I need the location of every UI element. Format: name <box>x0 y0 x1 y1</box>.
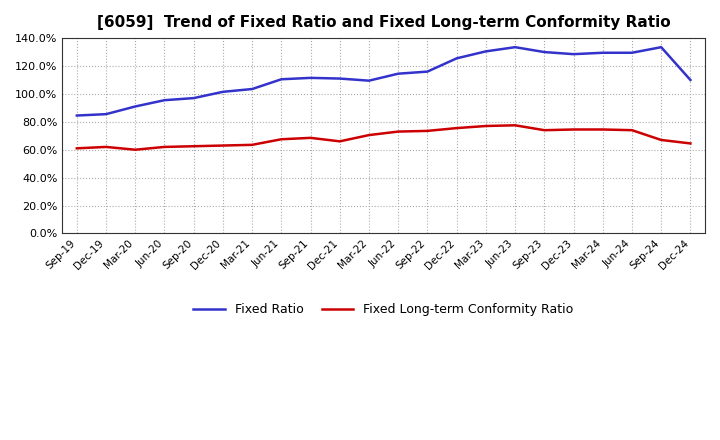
Fixed Ratio <box>73 113 81 118</box>
Fixed Ratio <box>160 98 168 103</box>
Fixed Ratio <box>306 75 315 81</box>
Fixed Long-term Conformity Ratio <box>570 127 578 132</box>
Fixed Long-term Conformity Ratio <box>248 142 256 147</box>
Fixed Long-term Conformity Ratio <box>277 136 286 142</box>
Fixed Long-term Conformity Ratio <box>131 147 140 152</box>
Fixed Ratio <box>248 86 256 92</box>
Fixed Long-term Conformity Ratio <box>628 128 636 133</box>
Legend: Fixed Ratio, Fixed Long-term Conformity Ratio: Fixed Ratio, Fixed Long-term Conformity … <box>189 298 579 321</box>
Title: [6059]  Trend of Fixed Ratio and Fixed Long-term Conformity Ratio: [6059] Trend of Fixed Ratio and Fixed Lo… <box>96 15 670 30</box>
Fixed Ratio <box>482 49 490 54</box>
Fixed Ratio <box>686 77 695 83</box>
Fixed Ratio <box>336 76 344 81</box>
Fixed Ratio <box>277 77 286 82</box>
Fixed Long-term Conformity Ratio <box>540 128 549 133</box>
Fixed Ratio <box>189 95 198 101</box>
Fixed Ratio <box>510 44 519 50</box>
Fixed Ratio <box>365 78 374 83</box>
Fixed Long-term Conformity Ratio <box>657 137 665 143</box>
Fixed Long-term Conformity Ratio <box>102 144 110 150</box>
Fixed Long-term Conformity Ratio <box>219 143 228 148</box>
Fixed Long-term Conformity Ratio <box>510 123 519 128</box>
Fixed Ratio <box>102 111 110 117</box>
Fixed Ratio <box>452 56 461 61</box>
Fixed Ratio <box>131 104 140 109</box>
Fixed Ratio <box>394 71 402 76</box>
Fixed Ratio <box>657 44 665 50</box>
Line: Fixed Long-term Conformity Ratio: Fixed Long-term Conformity Ratio <box>77 125 690 150</box>
Fixed Long-term Conformity Ratio <box>482 123 490 128</box>
Fixed Ratio <box>219 89 228 95</box>
Fixed Long-term Conformity Ratio <box>598 127 607 132</box>
Fixed Long-term Conformity Ratio <box>423 128 432 133</box>
Line: Fixed Ratio: Fixed Ratio <box>77 47 690 116</box>
Fixed Long-term Conformity Ratio <box>160 144 168 150</box>
Fixed Ratio <box>628 50 636 55</box>
Fixed Ratio <box>423 69 432 74</box>
Fixed Long-term Conformity Ratio <box>73 146 81 151</box>
Fixed Long-term Conformity Ratio <box>452 125 461 131</box>
Fixed Long-term Conformity Ratio <box>686 141 695 146</box>
Fixed Ratio <box>540 49 549 55</box>
Fixed Long-term Conformity Ratio <box>189 143 198 149</box>
Fixed Long-term Conformity Ratio <box>394 129 402 134</box>
Fixed Ratio <box>598 50 607 55</box>
Fixed Long-term Conformity Ratio <box>306 135 315 140</box>
Fixed Ratio <box>570 51 578 57</box>
Fixed Long-term Conformity Ratio <box>336 139 344 144</box>
Fixed Long-term Conformity Ratio <box>365 132 374 138</box>
